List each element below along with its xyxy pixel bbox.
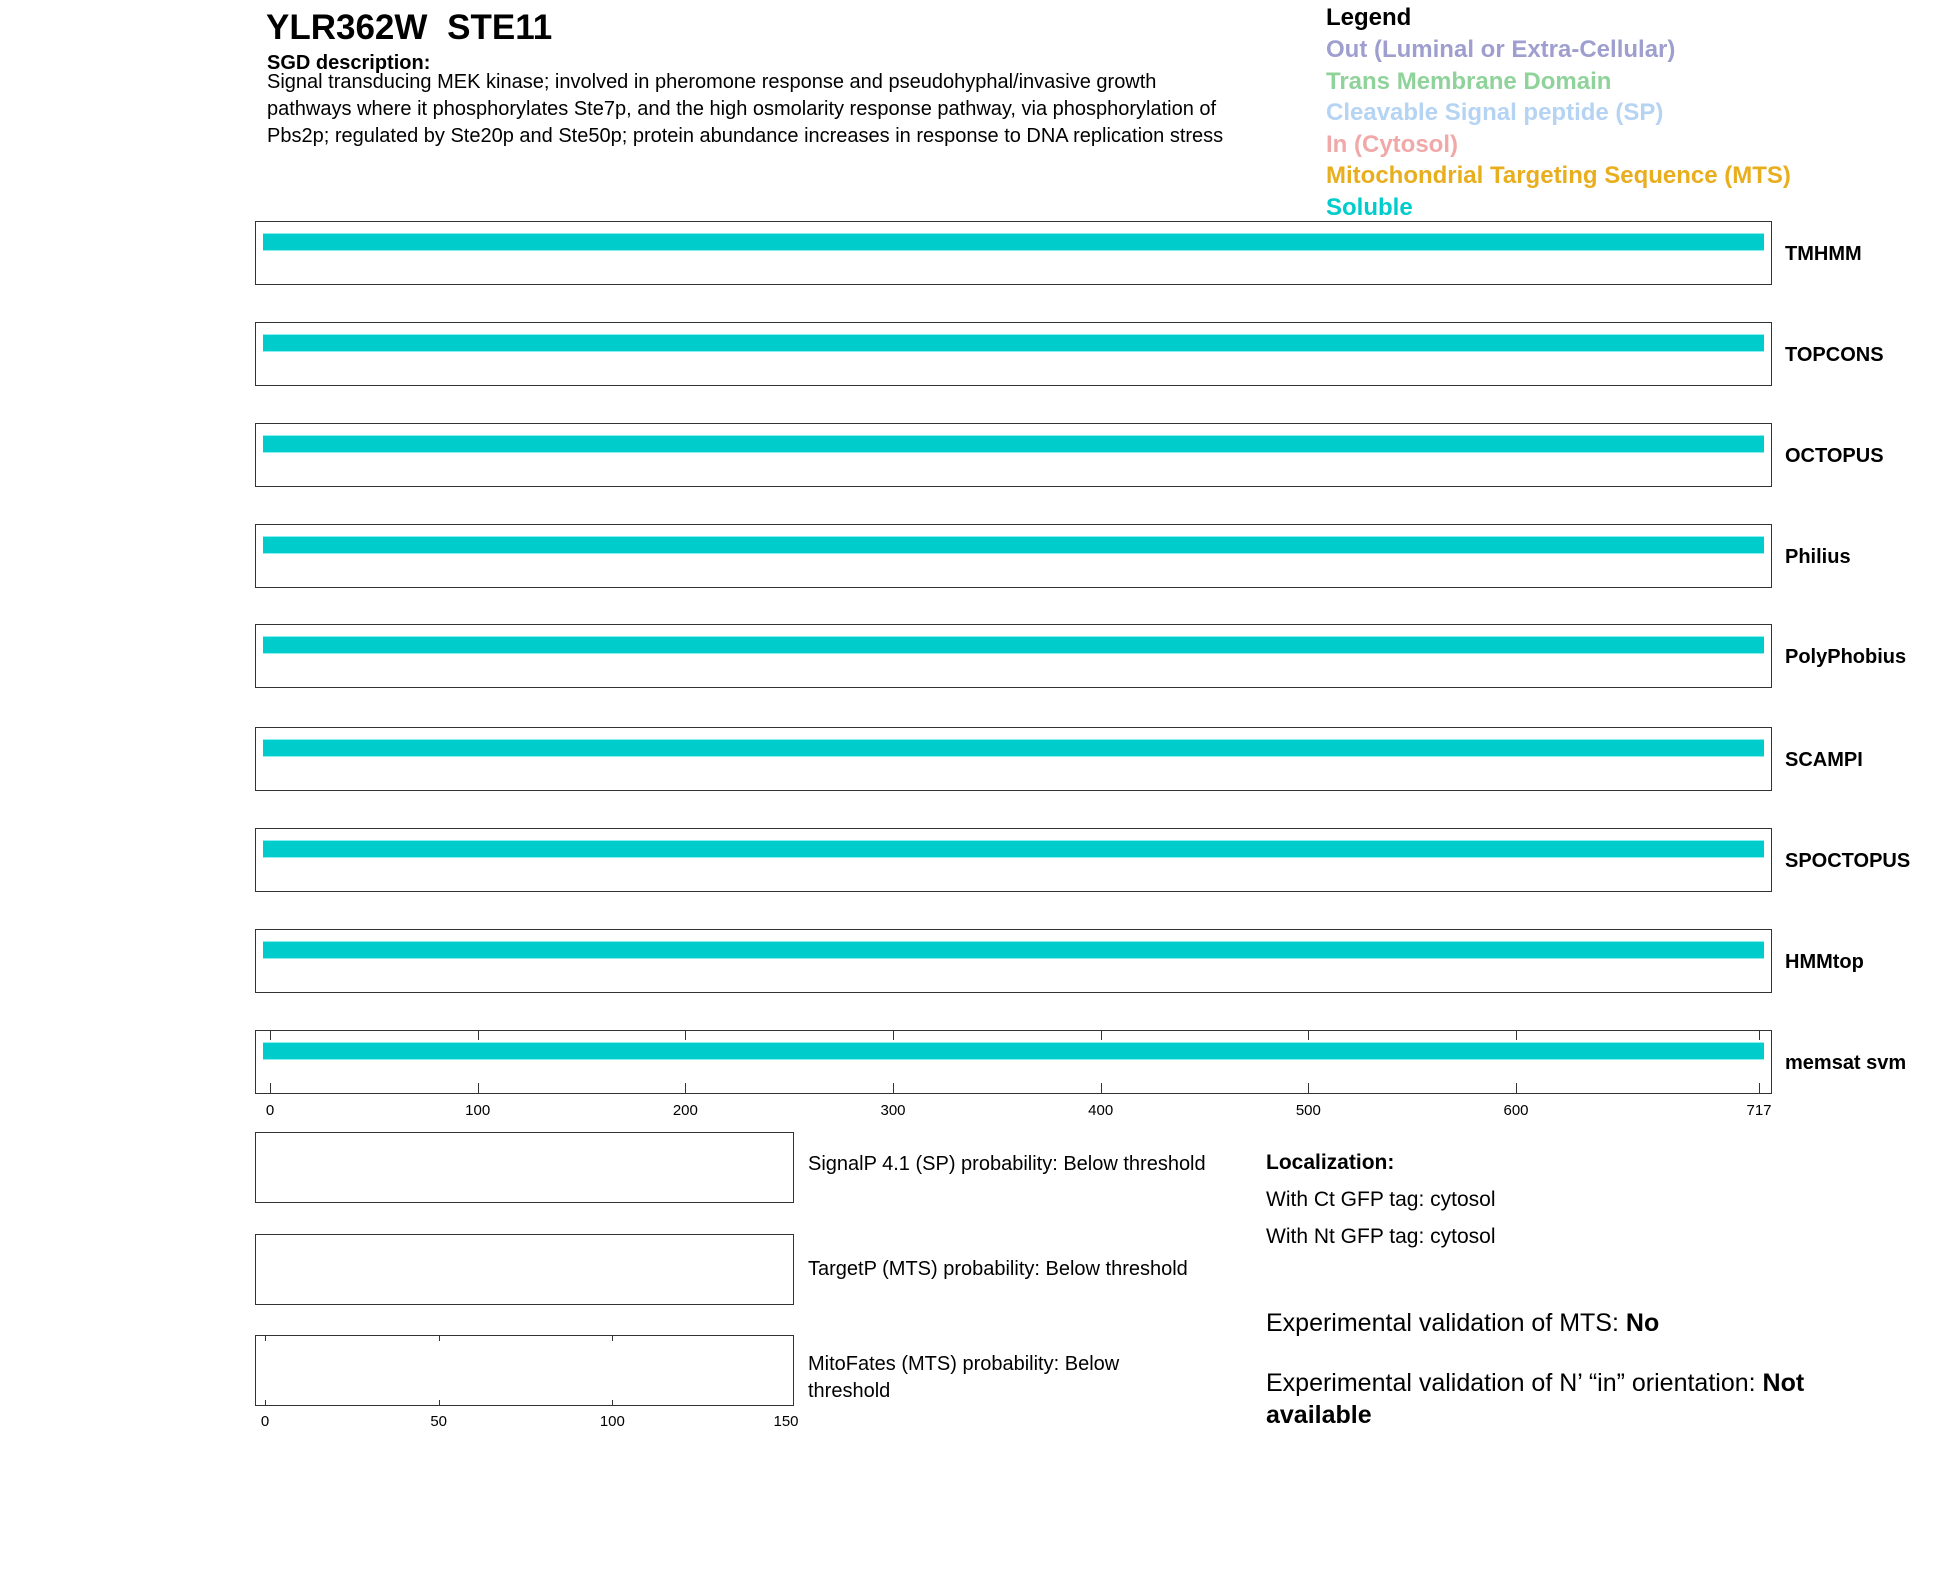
- track-scampi: [255, 727, 1772, 791]
- axis-tick-label: 200: [672, 1102, 698, 1119]
- signalp-plot: [255, 1132, 794, 1203]
- axis-tick-label: 300: [880, 1102, 906, 1119]
- mitofates-text: MitoFates (MTS) probability: Below: [808, 1353, 1120, 1375]
- track-label: TOPCONS: [1785, 344, 1884, 366]
- track-label: PolyPhobius: [1785, 646, 1907, 668]
- axis-tick: [1759, 1030, 1760, 1040]
- mitofates-tick-label: 50: [430, 1413, 447, 1430]
- mitofates-tick-label: 150: [773, 1413, 799, 1430]
- track-hmmtop: [255, 929, 1772, 993]
- description-line: Signal transducing MEK kinase; involved …: [267, 71, 1157, 93]
- mitofates-plot: [255, 1335, 794, 1406]
- legend-item: In (Cytosol): [1326, 130, 1458, 158]
- page-title: YLR362W STE11: [266, 8, 553, 47]
- axis-tick: [270, 1083, 271, 1093]
- track-spoctopus: [255, 828, 1772, 892]
- legend-item: Soluble: [1326, 193, 1413, 221]
- axis-tick: [685, 1083, 687, 1093]
- orientation-validation-label: Experimental validation of N’ “in” orien…: [1266, 1369, 1763, 1397]
- axis-tick-label: 400: [1088, 1102, 1114, 1119]
- track-polyphobius: [255, 624, 1772, 688]
- track-tmhmm: [255, 221, 1772, 285]
- track-label: SPOCTOPUS: [1785, 850, 1911, 872]
- axis-tick: [270, 1030, 271, 1040]
- description-line: Pbs2p; regulated by Ste20p and Ste50p; p…: [267, 125, 1224, 147]
- localization-ct: With Ct GFP tag: cytosol: [1266, 1188, 1496, 1211]
- mitofates-tick: [265, 1335, 266, 1341]
- targetp-text: TargetP (MTS) probability: Below thresho…: [808, 1258, 1188, 1280]
- axis-tick: [1516, 1030, 1518, 1040]
- axis-tick: [477, 1083, 479, 1093]
- axis-tick: [1308, 1030, 1310, 1040]
- mitofates-tick-label: 0: [260, 1413, 270, 1430]
- orientation-validation-value: Not: [1762, 1369, 1805, 1397]
- legend-item: Out (Luminal or Extra-Cellular): [1326, 36, 1676, 63]
- axis-tick: [1516, 1083, 1518, 1093]
- segment-soluble: [263, 636, 1764, 654]
- axis-tick: [685, 1030, 687, 1040]
- legend-item: Cleavable Signal peptide (SP): [1326, 99, 1664, 126]
- orientation-validation-value-2: available: [1266, 1401, 1372, 1429]
- sgd-description-label: SGD description:: [267, 52, 431, 74]
- mitofates-tick-label: 100: [599, 1413, 625, 1430]
- track-label: HMMtop: [1785, 951, 1864, 973]
- axis-tick: [893, 1083, 894, 1093]
- legend-item: Trans Membrane Domain: [1326, 67, 1612, 95]
- legend-title: Legend: [1326, 4, 1412, 31]
- axis-tick: [1100, 1030, 1102, 1040]
- mitofates-tick: [438, 1400, 440, 1406]
- description-line: pathways where it phosphorylates Ste7p, …: [267, 98, 1217, 120]
- track-label: OCTOPUS: [1785, 445, 1884, 467]
- signalp-text: SignalP 4.1 (SP) probability: Below thre…: [808, 1153, 1206, 1175]
- mitofates-text-2: threshold: [808, 1380, 891, 1402]
- segment-soluble: [263, 233, 1764, 251]
- segment-soluble: [263, 840, 1764, 858]
- axis-tick: [477, 1030, 479, 1040]
- axis-tick-label: 600: [1503, 1102, 1529, 1119]
- axis-tick: [1100, 1083, 1102, 1093]
- localization-nt: With Nt GFP tag: cytosol: [1266, 1225, 1496, 1248]
- segment-soluble: [263, 334, 1764, 352]
- axis-tick-label: 717: [1746, 1102, 1772, 1119]
- track-philius: [255, 524, 1772, 588]
- track-memsat-svm: [255, 1030, 1772, 1094]
- track-octopus: [255, 423, 1772, 487]
- track-topcons: [255, 322, 1772, 386]
- targetp-plot: [255, 1234, 794, 1305]
- track-label: TMHMM: [1785, 243, 1862, 265]
- axis-tick: [1759, 1083, 1760, 1093]
- mts-validation-value: No: [1625, 1309, 1660, 1337]
- segment-soluble: [263, 536, 1764, 554]
- axis-tick-label: 100: [465, 1102, 491, 1119]
- mitofates-tick: [265, 1400, 266, 1406]
- legend-item: Mitochondrial Targeting Sequence (MTS): [1326, 162, 1791, 189]
- track-label: memsat svm: [1785, 1052, 1907, 1074]
- segment-soluble: [263, 941, 1764, 959]
- track-label: SCAMPI: [1785, 749, 1863, 771]
- axis-tick-label: 500: [1295, 1102, 1321, 1119]
- mts-validation-label: Experimental validation of MTS:: [1266, 1309, 1626, 1337]
- mitofates-tick: [438, 1335, 440, 1341]
- segment-soluble: [263, 739, 1764, 757]
- mitofates-tick: [612, 1335, 614, 1341]
- segment-soluble: [263, 435, 1764, 453]
- track-label: Philius: [1785, 546, 1851, 568]
- axis-tick-label: 0: [265, 1102, 275, 1119]
- axis-tick: [893, 1030, 894, 1040]
- segment-soluble: [263, 1042, 1764, 1060]
- axis-tick: [1308, 1083, 1310, 1093]
- mitofates-tick: [612, 1400, 614, 1406]
- localization-title: Localization:: [1266, 1151, 1395, 1174]
